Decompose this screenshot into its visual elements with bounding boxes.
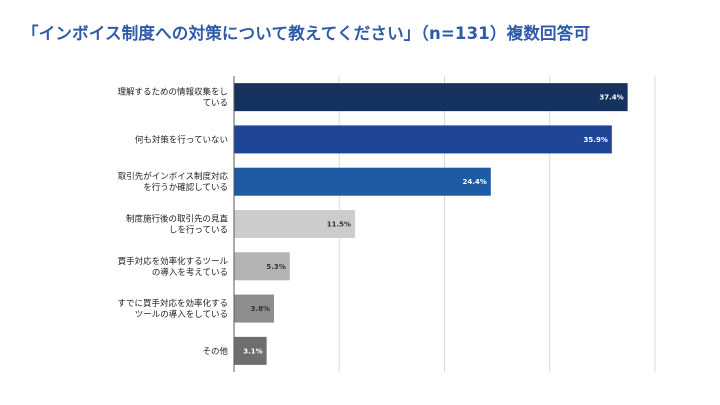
category-label-line: 何も対策を行っていない bbox=[135, 134, 228, 145]
bars: 37.4% 35.9% 24.4% 11.5% 5.3% 3.8% 3.1% bbox=[234, 83, 628, 365]
category-label: 取引先がインボイス制度対応を行うか確認している bbox=[118, 171, 229, 193]
data-label: 11.5% bbox=[327, 221, 351, 229]
data-label: 35.9% bbox=[584, 136, 608, 144]
data-label: 5.3% bbox=[266, 263, 285, 271]
bar bbox=[234, 83, 628, 112]
data-label: 37.4% bbox=[599, 94, 623, 102]
category-label-line: ている bbox=[202, 99, 228, 109]
bar bbox=[234, 294, 274, 323]
category-label: 理解するための情報収集をしている bbox=[117, 87, 228, 109]
category-label-line: しを行っている bbox=[169, 225, 228, 236]
bar bbox=[234, 210, 356, 238]
category-label: 買手対応を効率化するツールの導入を考えている bbox=[118, 256, 229, 278]
data-label: 3.8% bbox=[251, 305, 270, 313]
category-label: 何も対策を行っていない bbox=[135, 134, 228, 145]
category-label: その他 bbox=[202, 346, 228, 357]
data-label: 3.1% bbox=[243, 347, 262, 355]
category-label-line: 理解するための情報収集をし bbox=[117, 87, 228, 98]
category-label-line: 買手対応を効率化するツール bbox=[118, 256, 229, 267]
category-label-line: 取引先がインボイス制度対応 bbox=[118, 171, 229, 182]
gridlines bbox=[338, 76, 656, 372]
category-label: すでに買手対応を効率化するツールの導入をしている bbox=[117, 298, 228, 320]
bar bbox=[234, 252, 290, 281]
chart-title: 「インボイス制度への対策について教えてください」（n=131）複数回答可 bbox=[22, 24, 591, 43]
category-label-line: ツールの導入をしている bbox=[135, 309, 228, 320]
category-labels: 理解するための情報収集をしている何も対策を行っていない取引先がインボイス制度対応… bbox=[117, 87, 228, 357]
category-label: 制度施行後の取引先の見直しを行っている bbox=[126, 214, 229, 236]
category-label-line: 制度施行後の取引先の見直 bbox=[126, 214, 229, 225]
bar bbox=[234, 167, 491, 196]
category-label-line: の導入を考えている bbox=[152, 267, 228, 278]
bar bbox=[234, 125, 612, 154]
category-label-line: を行うか確認している bbox=[143, 182, 228, 193]
bar bbox=[234, 336, 267, 365]
category-label-line: すでに買手対応を効率化する bbox=[117, 298, 228, 309]
category-label-line: その他 bbox=[202, 346, 228, 357]
data-label: 24.4% bbox=[463, 178, 487, 186]
